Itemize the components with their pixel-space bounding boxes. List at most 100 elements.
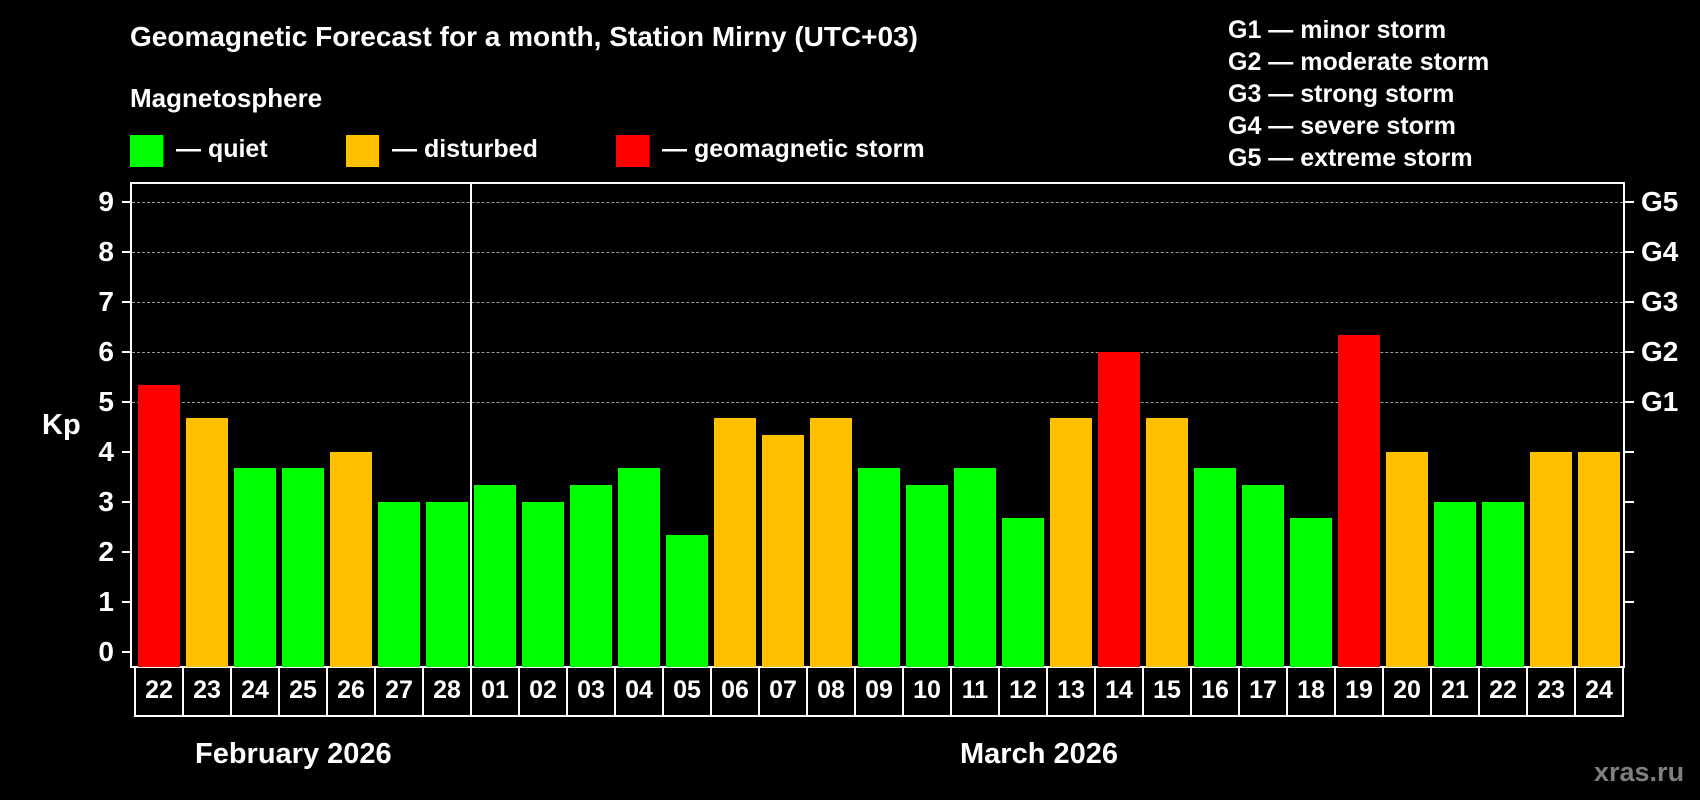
g-scale-label: G4 bbox=[1641, 235, 1679, 267]
g-legend-item: G3 — strong storm bbox=[1228, 80, 1455, 108]
bar-disturbed bbox=[1146, 418, 1188, 667]
date-label: 21 bbox=[1432, 667, 1480, 715]
bar-quiet bbox=[378, 501, 420, 667]
y-tick-label: 5 bbox=[98, 385, 114, 417]
date-label: 09 bbox=[856, 667, 904, 715]
y-tick-label: 6 bbox=[98, 335, 114, 367]
bar-disturbed bbox=[714, 418, 756, 667]
date-label: 02 bbox=[520, 667, 568, 715]
bar-quiet bbox=[570, 485, 612, 667]
date-label: 24 bbox=[232, 667, 280, 715]
gridline bbox=[132, 201, 1623, 203]
bar-storm bbox=[1098, 351, 1140, 667]
date-label: 18 bbox=[1288, 667, 1336, 715]
y-tick bbox=[122, 500, 131, 503]
bar-disturbed bbox=[1578, 451, 1620, 667]
date-label: 03 bbox=[568, 667, 616, 715]
g-scale-label: G5 bbox=[1641, 185, 1679, 217]
y-tick bbox=[122, 350, 131, 353]
date-label: 25 bbox=[280, 667, 328, 715]
y-tick-label: 7 bbox=[98, 285, 114, 317]
date-label: 01 bbox=[472, 667, 520, 715]
x-axis-date-row: 22 23 24 25 26 27 28 01 02 03 04 05 06 07 08 09 10 11 12 13… bbox=[134, 667, 1624, 717]
bar-quiet bbox=[522, 501, 564, 667]
gridline bbox=[132, 351, 1623, 353]
g-legend-item: G2 — moderate storm bbox=[1228, 48, 1490, 76]
legend-swatch-disturbed bbox=[346, 135, 379, 167]
date-label: 19 bbox=[1336, 667, 1384, 715]
bar-quiet bbox=[666, 535, 708, 667]
chart-title: Geomagnetic Forecast for a month, Statio… bbox=[130, 21, 919, 52]
y-tick-label: 2 bbox=[98, 535, 114, 567]
date-label: 06 bbox=[712, 667, 760, 715]
date-label: 11 bbox=[952, 667, 1000, 715]
date-label: 04 bbox=[616, 667, 664, 715]
bar-disturbed bbox=[330, 451, 372, 667]
date-label: 26 bbox=[328, 667, 376, 715]
date-label: 15 bbox=[1144, 667, 1192, 715]
right-tick bbox=[1625, 400, 1634, 403]
y-tick bbox=[122, 200, 131, 203]
y-axis-title: Kp bbox=[42, 409, 81, 441]
right-tick bbox=[1625, 300, 1634, 303]
bar-quiet bbox=[1482, 501, 1524, 667]
bar-quiet bbox=[858, 468, 900, 667]
g-scale-label: G2 bbox=[1641, 335, 1679, 367]
y-tick-label: 9 bbox=[98, 185, 114, 217]
bar-disturbed bbox=[1530, 451, 1572, 667]
bar-quiet bbox=[1290, 518, 1332, 667]
date-label: 14 bbox=[1096, 667, 1144, 715]
g-scale-legend: G1 — minor storm G2 — moderate storm G3 … bbox=[1228, 14, 1489, 174]
bar-quiet bbox=[1242, 485, 1284, 667]
y-tick bbox=[122, 250, 131, 253]
date-label: 23 bbox=[1528, 667, 1576, 715]
legend-label-storm: — geomagnetic storm bbox=[662, 135, 925, 163]
g-legend-item: G1 — minor storm bbox=[1228, 16, 1447, 44]
bar-quiet bbox=[234, 468, 276, 667]
bar-quiet bbox=[426, 501, 468, 667]
bar-quiet bbox=[282, 468, 324, 667]
date-label: 23 bbox=[184, 667, 232, 715]
date-label: 28 bbox=[424, 667, 472, 715]
legend-label-disturbed: — disturbed bbox=[392, 135, 538, 163]
legend-swatch-storm bbox=[616, 135, 649, 167]
bar-quiet bbox=[1002, 518, 1044, 667]
bar-quiet bbox=[954, 468, 996, 667]
date-label: 27 bbox=[376, 667, 424, 715]
legend-heading: Magnetosphere bbox=[130, 83, 323, 113]
date-label: 05 bbox=[664, 667, 712, 715]
y-tick bbox=[122, 450, 131, 453]
y-tick-label: 0 bbox=[98, 635, 114, 667]
y-tick bbox=[122, 550, 131, 553]
bar-quiet bbox=[1434, 501, 1476, 667]
bar-disturbed bbox=[186, 418, 228, 667]
bar-quiet bbox=[906, 485, 948, 667]
gridline bbox=[132, 401, 1623, 403]
bar-quiet bbox=[1194, 468, 1236, 667]
y-tick bbox=[122, 650, 131, 653]
right-tick bbox=[1625, 500, 1634, 503]
g-scale-label: G1 bbox=[1641, 385, 1679, 417]
bar-disturbed bbox=[810, 418, 852, 667]
month-label-february: February 2026 bbox=[195, 738, 392, 770]
date-label: 12 bbox=[1000, 667, 1048, 715]
month-divider bbox=[470, 183, 472, 668]
y-tick-label: 3 bbox=[98, 485, 114, 517]
legend-label-quiet: — quiet bbox=[176, 135, 268, 163]
right-tick bbox=[1625, 550, 1634, 553]
y-tick bbox=[122, 400, 131, 403]
bar-disturbed bbox=[1386, 451, 1428, 667]
bar-quiet bbox=[474, 485, 516, 667]
g-legend-item: G5 — extreme storm bbox=[1228, 144, 1473, 172]
date-label: 13 bbox=[1048, 667, 1096, 715]
right-tick bbox=[1625, 600, 1634, 603]
y-tick bbox=[122, 600, 131, 603]
y-tick-label: 4 bbox=[98, 435, 114, 467]
gridline bbox=[132, 251, 1623, 253]
bar-disturbed bbox=[762, 435, 804, 667]
y-tick bbox=[122, 300, 131, 303]
gridline bbox=[132, 301, 1623, 303]
bar-storm bbox=[1338, 335, 1380, 667]
g-legend-item: G4 — severe storm bbox=[1228, 112, 1456, 140]
date-label: 20 bbox=[1384, 667, 1432, 715]
